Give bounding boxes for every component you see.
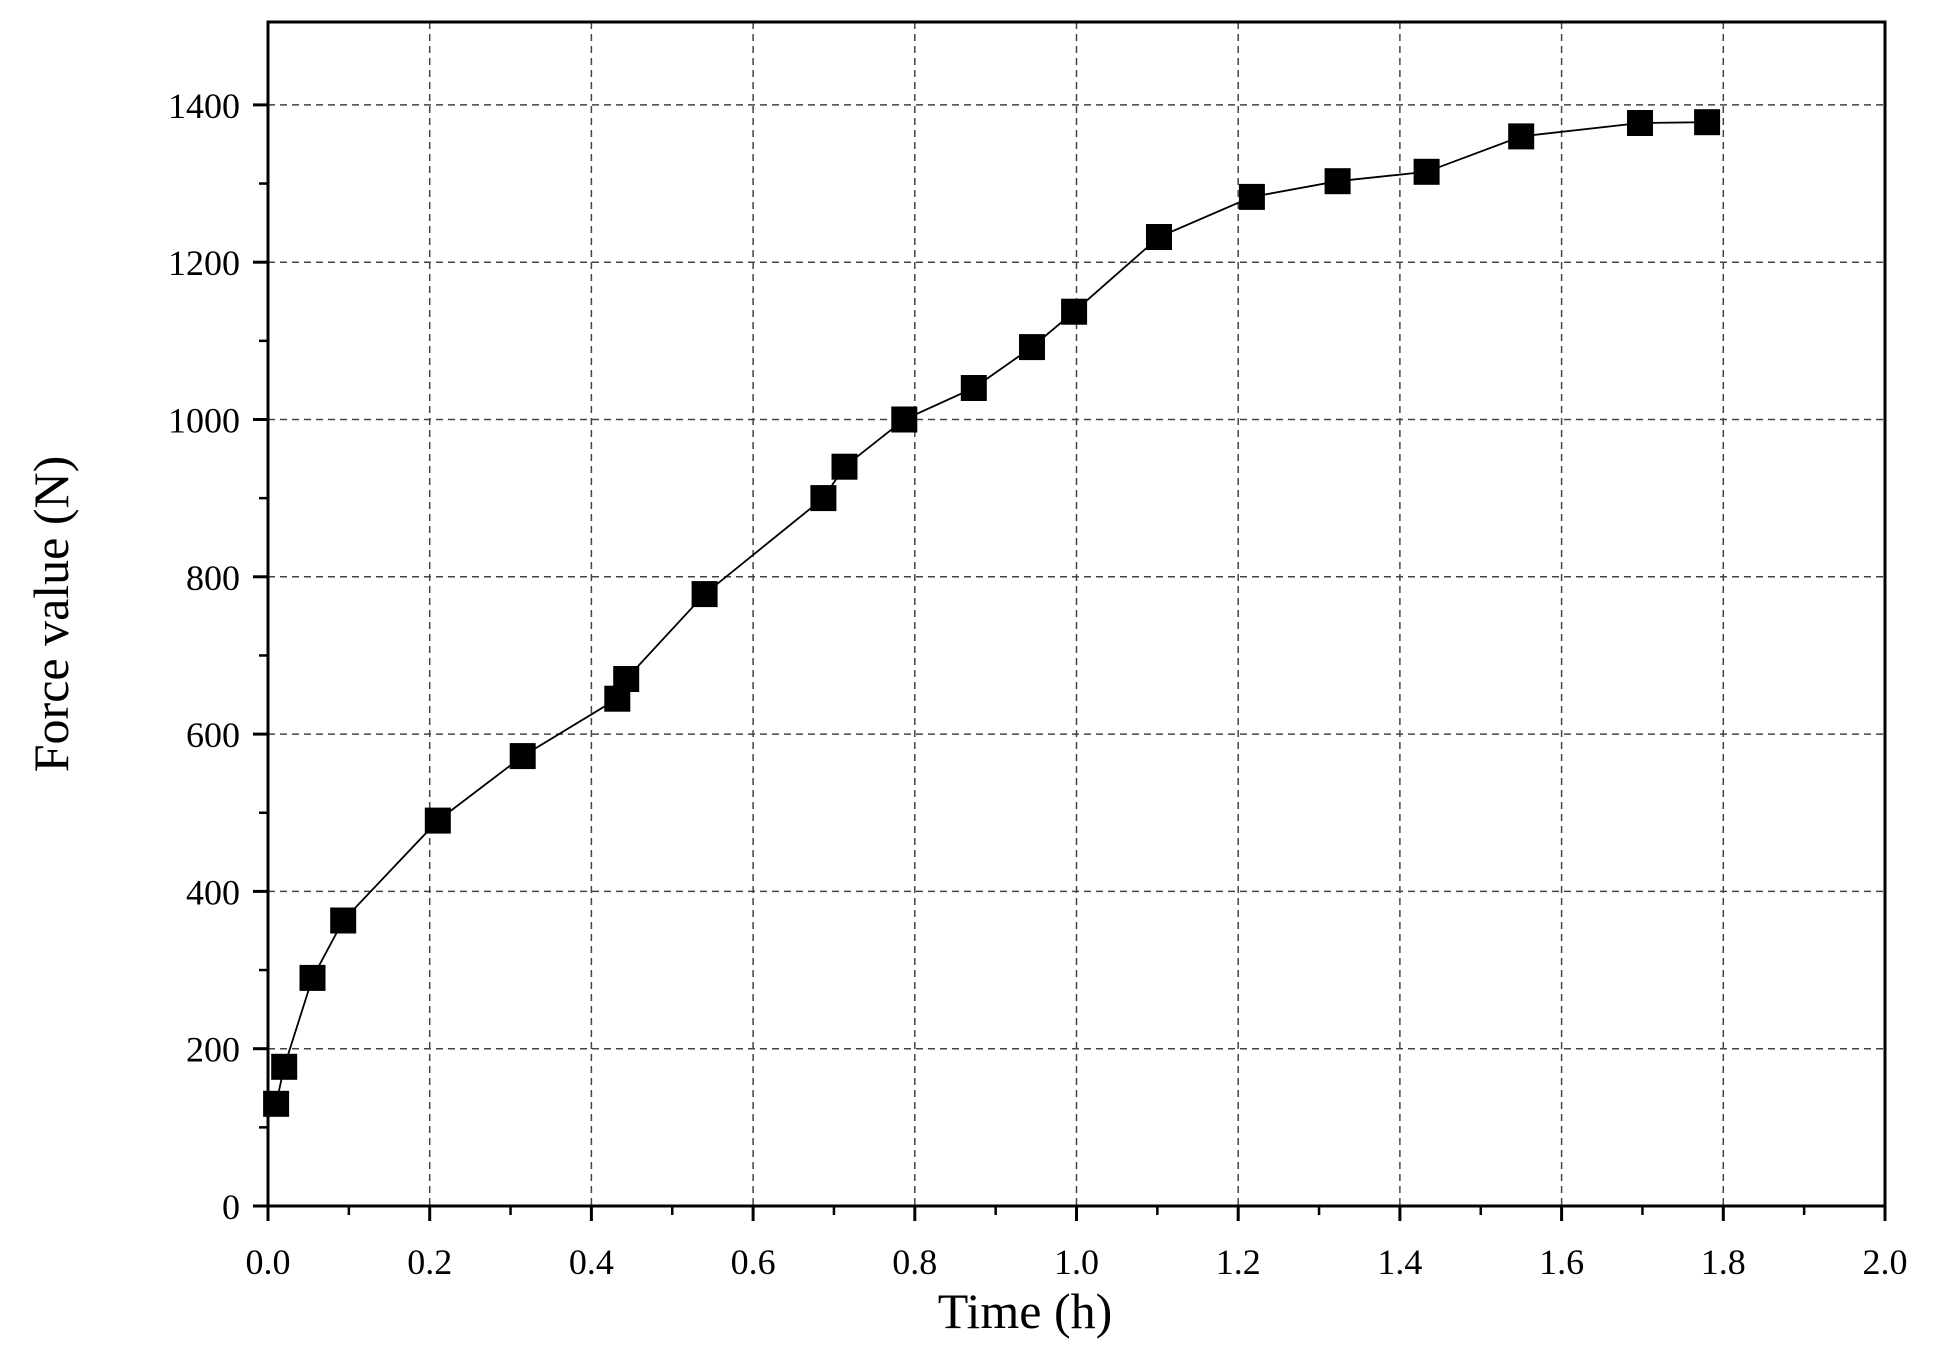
x-axis-title: Time (h)	[938, 1283, 1113, 1339]
x-tick-label: 1.4	[1377, 1242, 1422, 1282]
data-point-marker	[1627, 110, 1653, 136]
y-axis-title: Force value (N)	[23, 456, 79, 773]
plot-frame	[266, 20, 1887, 1208]
data-point-marker	[1061, 298, 1088, 325]
x-tick-label: 1.6	[1539, 1242, 1584, 1282]
y-tick-label: 1400	[168, 86, 240, 126]
x-tick-label: 1.2	[1216, 1242, 1261, 1282]
data-point-marker	[1508, 123, 1535, 150]
x-tick-label: 0.2	[407, 1242, 452, 1282]
x-tick-label: 0.8	[892, 1242, 937, 1282]
y-tick-label: 400	[186, 872, 240, 912]
data-point-marker	[613, 666, 640, 692]
data-point-marker	[960, 375, 987, 401]
axis-ticks	[253, 103, 1887, 1221]
grid-lines	[268, 22, 1885, 1206]
data-point-marker	[1324, 168, 1351, 195]
y-tick-label: 600	[186, 715, 240, 755]
y-tick-label: 1000	[168, 401, 240, 441]
data-point-marker	[831, 453, 858, 480]
y-tick-label: 0	[222, 1187, 240, 1227]
data-point-marker	[891, 406, 918, 433]
data-point-marker	[299, 964, 326, 991]
data-point-marker	[330, 907, 357, 934]
x-tick-label: 2.0	[1863, 1242, 1908, 1282]
x-tick-label: 0.0	[246, 1242, 291, 1282]
y-tick-label: 800	[186, 558, 240, 598]
data-point-marker	[1238, 183, 1265, 210]
data-point-marker	[424, 807, 451, 834]
x-tick-label: 1.8	[1701, 1242, 1746, 1282]
data-point-marker	[1413, 158, 1440, 185]
data-point-marker	[1146, 224, 1172, 250]
y-tick-label: 1200	[168, 243, 240, 283]
x-tick-label: 0.6	[731, 1242, 776, 1282]
y-tick-labels: 0 200 400 600 800 1000 1200 1400	[168, 86, 240, 1227]
data-point-marker	[271, 1053, 298, 1080]
data-point-marker	[691, 581, 718, 608]
y-tick-label: 200	[186, 1030, 240, 1070]
data-point-marker	[810, 485, 837, 512]
x-tick-labels: 0.0 0.2 0.4 0.6 0.8 1.0 1.2 1.4 1.6 1.8 2.0	[246, 1242, 1908, 1282]
x-tick-label: 0.4	[569, 1242, 614, 1282]
data-point-marker	[1019, 334, 1045, 361]
data-series	[263, 109, 1721, 1117]
data-point-marker	[509, 743, 536, 770]
data-point-marker	[1694, 109, 1721, 136]
series-line	[275, 121, 1708, 1104]
x-tick-label: 1.0	[1054, 1242, 1099, 1282]
